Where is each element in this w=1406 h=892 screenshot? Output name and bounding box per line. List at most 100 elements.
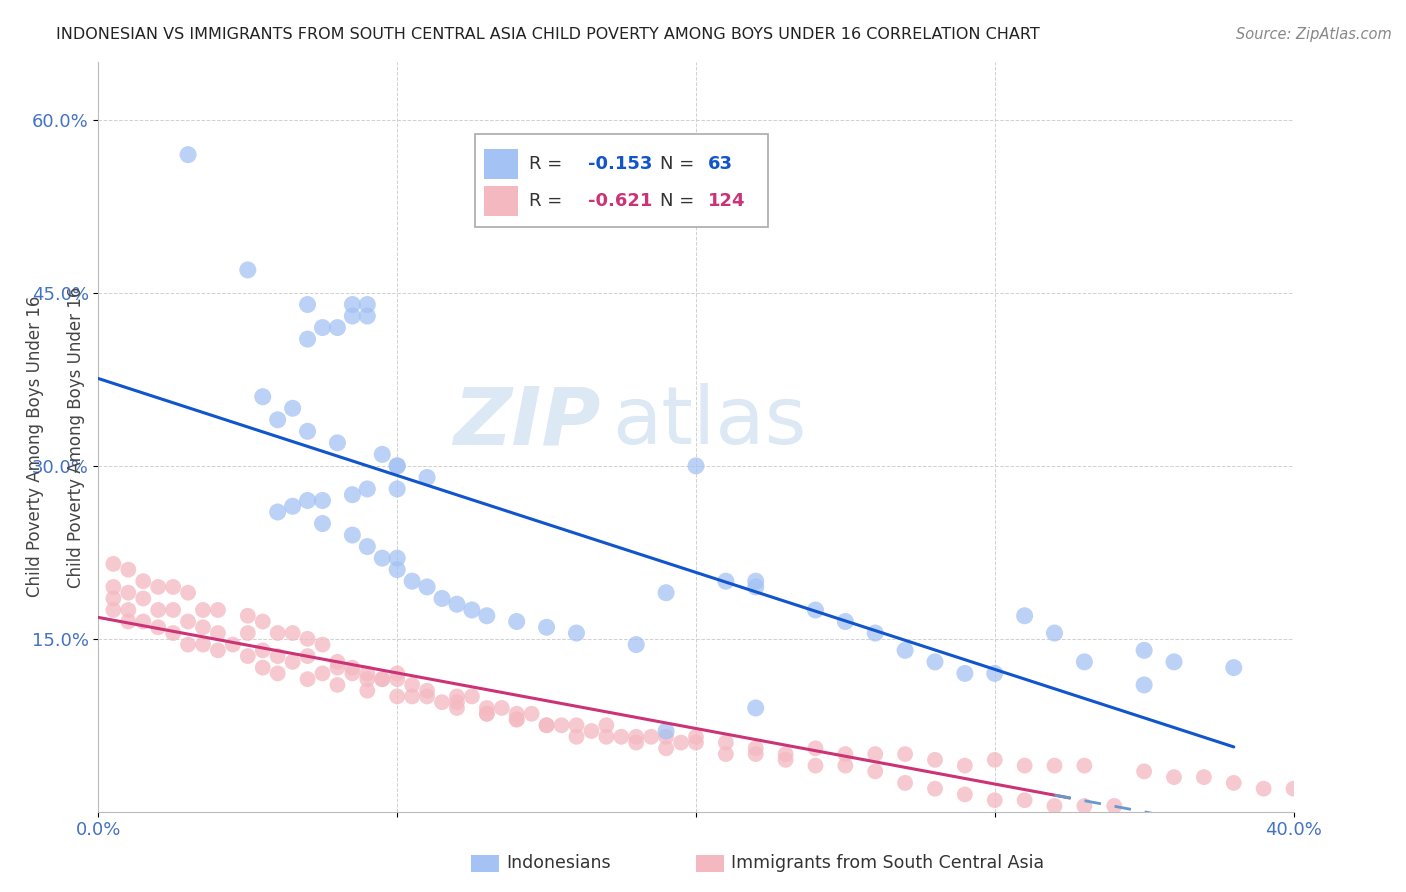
Point xyxy=(416,690,439,704)
Point xyxy=(162,603,184,617)
Point xyxy=(1043,758,1066,772)
Point xyxy=(924,781,946,796)
Point xyxy=(385,672,409,686)
Point xyxy=(236,626,259,640)
Point xyxy=(401,574,423,589)
Point xyxy=(1163,655,1185,669)
Text: 63: 63 xyxy=(709,154,733,172)
Point xyxy=(342,488,364,502)
Point xyxy=(103,591,125,606)
Point xyxy=(685,730,707,744)
Text: -0.621: -0.621 xyxy=(589,192,652,210)
Point xyxy=(475,706,498,721)
Text: R =: R = xyxy=(529,192,568,210)
Point xyxy=(297,649,319,664)
Text: Source: ZipAtlas.com: Source: ZipAtlas.com xyxy=(1236,27,1392,42)
Point xyxy=(207,643,229,657)
Point xyxy=(804,758,827,772)
Point xyxy=(297,493,319,508)
Point xyxy=(640,730,662,744)
Point xyxy=(281,655,304,669)
Point xyxy=(984,793,1007,807)
Point xyxy=(1014,758,1036,772)
Point xyxy=(461,690,484,704)
Point xyxy=(132,574,155,589)
Point xyxy=(865,747,887,761)
Point xyxy=(356,683,378,698)
Point xyxy=(148,620,170,634)
Point xyxy=(745,741,768,756)
Point xyxy=(953,758,976,772)
Point xyxy=(714,747,737,761)
Point xyxy=(1073,758,1095,772)
Point xyxy=(385,458,409,473)
Point xyxy=(626,730,648,744)
Point xyxy=(252,660,274,674)
Y-axis label: Child Poverty Among Boys Under 16: Child Poverty Among Boys Under 16 xyxy=(66,286,84,588)
Point xyxy=(1104,799,1126,814)
Point xyxy=(385,458,409,473)
Point xyxy=(297,332,319,346)
Point xyxy=(430,591,453,606)
Point xyxy=(1253,781,1275,796)
Point xyxy=(371,672,394,686)
Point xyxy=(1043,626,1066,640)
Point xyxy=(222,638,245,652)
Point xyxy=(506,713,529,727)
Point xyxy=(894,776,917,790)
Point xyxy=(565,718,588,732)
Point xyxy=(834,758,856,772)
Point xyxy=(371,551,394,566)
Point xyxy=(834,747,856,761)
Point xyxy=(581,724,603,739)
Point xyxy=(356,297,378,311)
Point xyxy=(536,718,558,732)
Point xyxy=(775,753,797,767)
Point xyxy=(342,660,364,674)
Point xyxy=(311,516,333,531)
Point xyxy=(655,730,678,744)
Point xyxy=(401,678,423,692)
Point xyxy=(191,620,214,634)
Point xyxy=(506,713,529,727)
Text: ZIP: ZIP xyxy=(453,383,600,461)
Point xyxy=(297,425,319,439)
Point xyxy=(207,603,229,617)
Point xyxy=(745,747,768,761)
Point xyxy=(267,505,290,519)
Point xyxy=(371,447,394,461)
Point xyxy=(342,666,364,681)
Point xyxy=(685,458,707,473)
Text: INDONESIAN VS IMMIGRANTS FROM SOUTH CENTRAL ASIA CHILD POVERTY AMONG BOYS UNDER : INDONESIAN VS IMMIGRANTS FROM SOUTH CENT… xyxy=(56,27,1040,42)
Point xyxy=(191,603,214,617)
Point xyxy=(356,309,378,323)
Point xyxy=(326,435,349,450)
Point xyxy=(865,764,887,779)
Point xyxy=(132,615,155,629)
Point xyxy=(924,753,946,767)
Point xyxy=(342,309,364,323)
Point xyxy=(595,718,617,732)
Point xyxy=(177,615,200,629)
Point xyxy=(745,574,768,589)
Point xyxy=(565,730,588,744)
Point xyxy=(506,706,529,721)
Point xyxy=(536,718,558,732)
Point xyxy=(536,620,558,634)
Point xyxy=(132,591,155,606)
Point xyxy=(1133,764,1156,779)
Point xyxy=(1133,643,1156,657)
Text: Immigrants from South Central Asia: Immigrants from South Central Asia xyxy=(731,855,1045,872)
Point xyxy=(1282,781,1305,796)
Point xyxy=(326,655,349,669)
Point xyxy=(655,741,678,756)
Point xyxy=(924,655,946,669)
Point xyxy=(401,690,423,704)
Point xyxy=(311,666,333,681)
Point xyxy=(745,580,768,594)
Point xyxy=(162,626,184,640)
Point xyxy=(775,747,797,761)
Point xyxy=(416,470,439,484)
Point xyxy=(117,585,139,599)
Point xyxy=(804,741,827,756)
